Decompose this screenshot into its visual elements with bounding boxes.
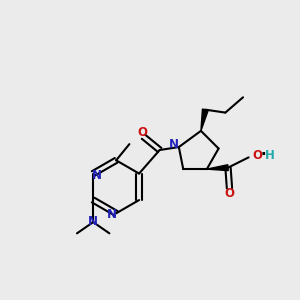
Text: O: O	[137, 126, 147, 139]
Text: O: O	[224, 187, 235, 200]
Text: N: N	[88, 215, 98, 228]
Text: N: N	[107, 208, 117, 221]
Polygon shape	[201, 109, 208, 131]
Text: ·: ·	[261, 147, 267, 162]
Polygon shape	[207, 165, 228, 171]
Text: N: N	[92, 169, 102, 182]
Text: H: H	[265, 149, 275, 162]
Text: N: N	[169, 138, 179, 151]
Text: O: O	[252, 149, 262, 162]
